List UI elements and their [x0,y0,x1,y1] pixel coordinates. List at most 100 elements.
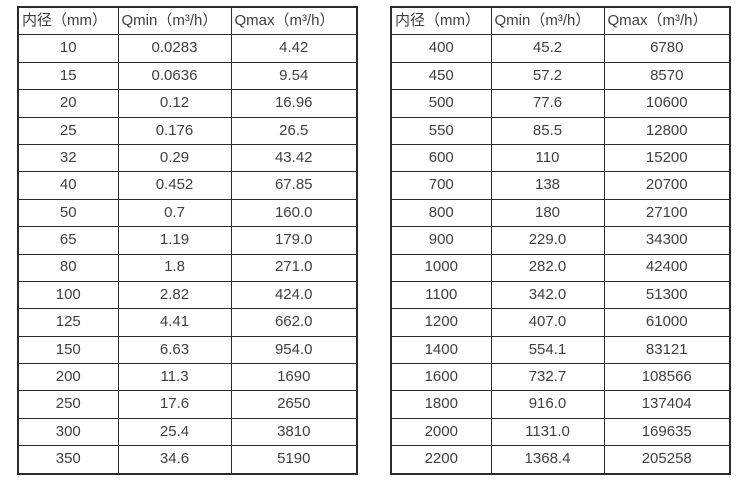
diameter-cell: 2000 [390,417,492,447]
qmax-cell: 5190 [230,445,358,475]
qmax-cell: 954.0 [230,335,358,365]
qmin-cell: 0.12 [117,89,232,118]
table-row: 1000 282.0 42400 [390,253,731,282]
table-row: 550 85.5 12800 [390,116,731,145]
qmax-cell: 16.96 [230,89,358,118]
diameter-cell: 200 [17,363,119,392]
diameter-column-header: 内径（mm） [390,6,492,36]
qmax-cell: 169635 [603,417,731,447]
table-row: 350 34.6 5190 [17,445,358,475]
qmin-cell: 916.0 [490,390,605,419]
table-row: 1600 732.7 108566 [390,363,731,392]
qmin-cell: 45.2 [490,34,605,63]
diameter-cell: 400 [390,34,492,63]
table-row: 600 110 15200 [390,143,731,173]
table-row: 900 229.0 34300 [390,226,731,255]
diameter-cell: 20 [17,89,119,118]
diameter-cell: 125 [17,308,119,337]
qmin-cell: 0.0636 [117,61,232,91]
diameter-cell: 450 [390,61,492,91]
table-row: 1100 342.0 51300 [390,280,731,310]
qmax-cell: 137404 [603,390,731,419]
qmax-cell: 108566 [603,363,731,392]
qmax-cell: 34300 [603,226,731,255]
qmax-cell: 2650 [230,390,358,419]
qmax-cell: 8570 [603,61,731,91]
qmax-cell: 9.54 [230,61,358,91]
header-row: 内径（mm） Qmin（m³/h） Qmax（m³/h） [17,6,358,36]
diameter-cell: 100 [17,280,119,310]
qmin-cell: 0.7 [117,198,232,228]
diameter-cell: 25 [17,116,119,145]
diameter-cell: 250 [17,390,119,419]
qmin-cell: 1131.0 [490,417,605,447]
qmax-cell: 1690 [230,363,358,392]
qmin-cell: 4.41 [117,308,232,337]
diameter-cell: 500 [390,89,492,118]
diameter-cell: 32 [17,143,119,173]
qmax-cell: 61000 [603,308,731,337]
qmin-cell: 732.7 [490,363,605,392]
qmax-cell: 271.0 [230,253,358,282]
table-row: 250 17.6 2650 [17,390,358,419]
diameter-cell: 65 [17,226,119,255]
qmin-cell: 85.5 [490,116,605,145]
table-row: 50 0.7 160.0 [17,198,358,228]
diameter-cell: 350 [17,445,119,475]
qmin-cell: 34.6 [117,445,232,475]
qmin-cell: 229.0 [490,226,605,255]
table-row: 150 6.63 954.0 [17,335,358,365]
diameter-cell: 15 [17,61,119,91]
qmin-cell: 110 [490,143,605,173]
qmax-cell: 179.0 [230,226,358,255]
qmin-cell: 57.2 [490,61,605,91]
table-body: 400 45.2 6780 450 57.2 8570 500 77.6 10600 550 85.… [390,34,731,475]
diameter-cell: 1800 [390,390,492,419]
table-row: 1200 407.0 61000 [390,308,731,337]
qmax-column-header: Qmax（m³/h） [603,6,731,36]
table-row: 80 1.8 271.0 [17,253,358,282]
diameter-cell: 2200 [390,445,492,475]
qmax-cell: 205258 [603,445,731,475]
table-row: 65 1.19 179.0 [17,226,358,255]
table-row: 400 45.2 6780 [390,34,731,63]
table-row: 15 0.0636 9.54 [17,61,358,91]
qmax-cell: 4.42 [230,34,358,63]
flow-table-small-diameters: 内径（mm） Qmin（m³/h） Qmax（m³/h） 10 0.0283 4.42 1… [17,6,358,475]
diameter-cell: 1000 [390,253,492,282]
table-row: 32 0.29 43.42 [17,143,358,173]
diameter-cell: 700 [390,171,492,200]
qmin-cell: 1.19 [117,226,232,255]
diameter-cell: 600 [390,143,492,173]
qmax-cell: 12800 [603,116,731,145]
qmin-cell: 0.176 [117,116,232,145]
qmax-cell: 20700 [603,171,731,200]
qmax-cell: 10600 [603,89,731,118]
table-row: 2200 1368.4 205258 [390,445,731,475]
qmin-cell: 554.1 [490,335,605,365]
table-row: 25 0.176 26.5 [17,116,358,145]
qmin-cell: 2.82 [117,280,232,310]
qmin-column-header: Qmin（m³/h） [490,6,605,36]
diameter-cell: 40 [17,171,119,200]
qmax-cell: 26.5 [230,116,358,145]
qmin-column-header: Qmin（m³/h） [117,6,232,36]
qmax-cell: 67.85 [230,171,358,200]
table-row: 300 25.4 3810 [17,417,358,447]
table-row: 20 0.12 16.96 [17,89,358,118]
diameter-column-header: 内径（mm） [17,6,119,36]
qmin-cell: 0.29 [117,143,232,173]
qmax-cell: 3810 [230,417,358,447]
table-row: 125 4.41 662.0 [17,308,358,337]
diameter-cell: 150 [17,335,119,365]
diameter-cell: 80 [17,253,119,282]
qmax-cell: 424.0 [230,280,358,310]
diameter-cell: 1600 [390,363,492,392]
qmin-cell: 342.0 [490,280,605,310]
table-row: 1800 916.0 137404 [390,390,731,419]
qmin-cell: 0.0283 [117,34,232,63]
table-row: 2000 1131.0 169635 [390,417,731,447]
qmin-cell: 1.8 [117,253,232,282]
table-row: 800 180 27100 [390,198,731,228]
qmin-cell: 0.452 [117,171,232,200]
